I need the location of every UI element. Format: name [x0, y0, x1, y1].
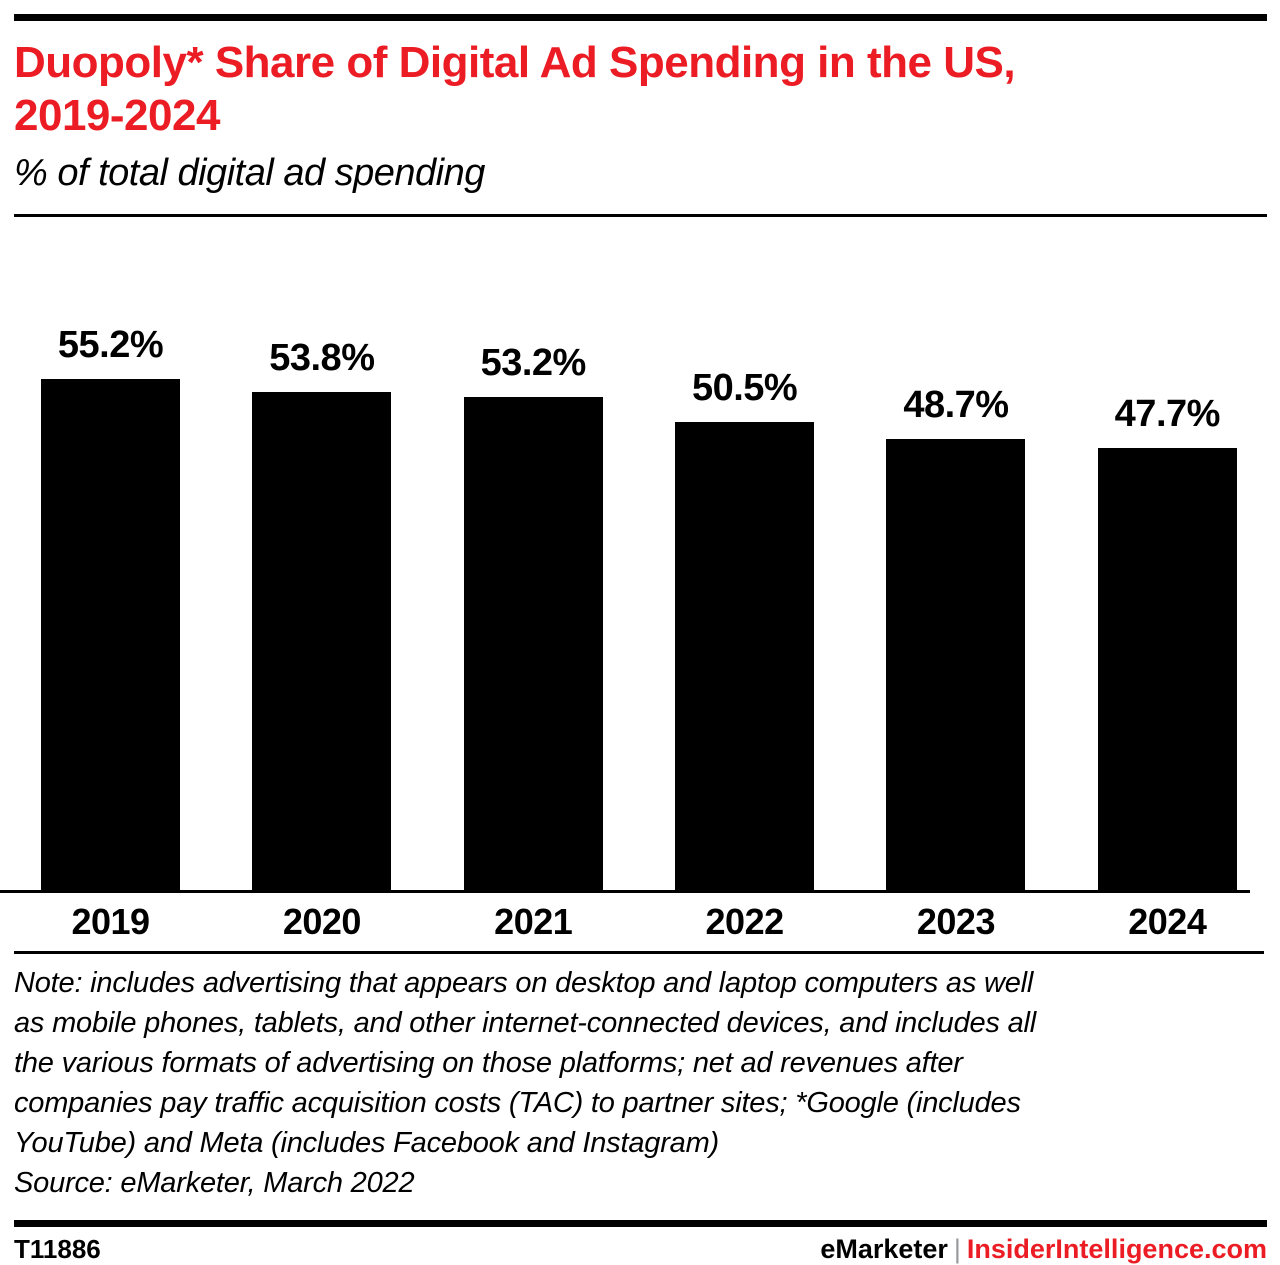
x-axis-label-2019: 2019 [71, 901, 150, 942]
chart-subtitle: % of total digital ad spending [14, 152, 485, 194]
bar-2022 [675, 422, 815, 890]
top-rule [14, 14, 1267, 21]
x-axis-line [0, 890, 1250, 893]
x-axis-label-2023: 2023 [916, 901, 996, 942]
bar-value-label-2019: 55.2% [57, 324, 164, 366]
bar-2023 [886, 439, 1026, 890]
footer-rule [14, 1220, 1267, 1227]
chart-title-line1: Duopoly* Share of Digital Ad Spending in… [14, 38, 1016, 87]
chart-title-line2: 2019-2024 [14, 91, 220, 140]
bar-value-label-2023: 48.7% [903, 384, 1009, 426]
bar-2020 [252, 392, 392, 890]
brand-lockup: eMarketer | InsiderIntelligence.com [820, 1234, 1267, 1265]
x-axis-label-2022: 2022 [705, 901, 785, 942]
note-line: the various formats of advertising on th… [14, 1047, 963, 1079]
chart-title: Duopoly* Share of Digital Ad Spending in… [14, 36, 1016, 142]
note-line: as mobile phones, tablets, and other int… [14, 1007, 1037, 1039]
x-axis-label-2024: 2024 [1128, 901, 1207, 942]
bar-2024 [1097, 448, 1237, 890]
note-line: YouTube) and Meta (includes Facebook and… [14, 1127, 720, 1159]
note-line: Note: includes advertising that appears … [14, 967, 1034, 999]
source-line: Source: eMarketer, March 2022 [14, 1167, 415, 1199]
x-axis-label-2020: 2020 [282, 901, 362, 942]
header-rule [14, 214, 1267, 217]
insider-intelligence-link[interactable]: InsiderIntelligence.com [966, 1234, 1267, 1264]
footer: T11886 eMarketer | InsiderIntelligence.com [14, 1234, 1267, 1265]
note-rule [14, 951, 1264, 954]
note-line: companies pay traffic acquisition costs … [14, 1087, 1021, 1119]
bar-2019 [41, 379, 180, 890]
emarketer-logo-text: eMarketer [820, 1234, 948, 1264]
bar-value-label-2021: 53.2% [480, 342, 587, 384]
x-axis-label-2021: 2021 [494, 901, 573, 942]
note-block: Note: includes advertising that appears … [14, 963, 1266, 1203]
bar-2021 [463, 397, 603, 890]
plot-area: 55.2% 53.8% 53.2% 50.5% 48.7% 47.7% [41, 324, 1237, 890]
chart-id: T11886 [14, 1234, 101, 1264]
bar-value-label-2020: 53.8% [269, 337, 375, 379]
bar-value-label-2024: 47.7% [1114, 393, 1221, 435]
bar-value-label-2022: 50.5% [691, 367, 798, 409]
brand-separator: | [953, 1234, 961, 1264]
